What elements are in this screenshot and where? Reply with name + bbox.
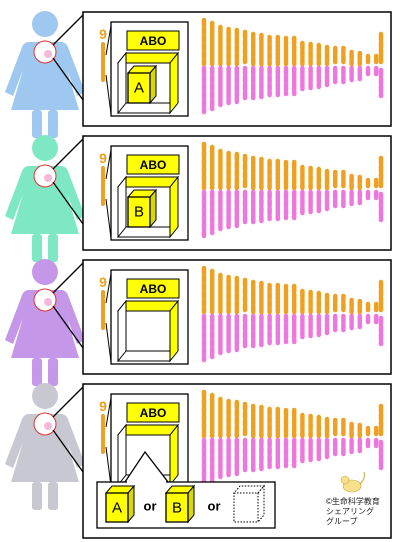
panel-3: 9 ABO: [5, 259, 392, 386]
allele-cube-side: [149, 64, 157, 105]
locus-box-top: [116, 300, 180, 312]
panel-2: 9 ABO B: [5, 135, 392, 262]
zoom-line: [105, 149, 112, 180]
locus-box-front: [117, 310, 171, 362]
chromosome-number-label: 9: [99, 274, 107, 290]
allele-cube-front: [127, 72, 151, 104]
nucleus-icon: [44, 298, 52, 306]
woman-body-icon: [5, 42, 85, 110]
allele-cube-front: [127, 196, 151, 228]
nucleus-icon: [44, 174, 52, 182]
woman-leg-icon: [48, 482, 58, 510]
chromosome-number-label: 9: [99, 26, 107, 42]
woman-leg-icon: [32, 234, 42, 262]
gene-label: ABO: [140, 34, 167, 48]
gene-label: ABO: [140, 406, 167, 420]
option-a-cube-side: [127, 484, 135, 524]
callout-line: [52, 386, 84, 418]
woman-leg-icon: [32, 482, 42, 510]
locus-box-top: [116, 424, 180, 436]
option-a-cube-front: [105, 492, 129, 523]
gene-label-box: [126, 154, 180, 175]
locus-box-inner: [117, 175, 127, 239]
credit-line-1: ©生命科学教育: [326, 497, 380, 506]
callout-line: [52, 262, 84, 294]
zoom-line: [105, 74, 112, 115]
zoom-line: [105, 322, 112, 363]
callout-line: [52, 305, 84, 349]
zoom-line: [105, 446, 112, 487]
option-b-cube-side: [187, 484, 195, 524]
mascot-logo: [340, 471, 365, 493]
callout-line: [52, 429, 84, 473]
or-label-1: or: [144, 499, 157, 514]
locus-box-inner: [117, 51, 127, 115]
gene-label: ABO: [140, 158, 167, 172]
gene-label-box: [126, 278, 180, 299]
gene-label: ABO: [140, 282, 167, 296]
woman-leg-icon: [32, 110, 42, 138]
chromosome-number-label: 9: [99, 150, 107, 166]
locus-box-side: [169, 299, 179, 363]
locus-box-top: [116, 176, 180, 188]
zoom-line: [105, 198, 112, 239]
credit-line-3: グループ: [326, 517, 358, 526]
zoom-line: [105, 397, 112, 428]
woman-body-icon: [5, 166, 85, 234]
callout-line: [52, 14, 84, 46]
zoom-line: [105, 273, 112, 304]
nucleus-icon: [44, 50, 52, 58]
gene-label-box: [126, 402, 180, 423]
option-empty-front: [233, 492, 259, 523]
mascot-head-icon: [340, 475, 350, 485]
allele-cube-side: [149, 188, 157, 229]
locus-box-side: [169, 175, 179, 239]
woman-head-icon: [32, 383, 58, 409]
woman-head-icon: [32, 11, 58, 37]
panel-1: 9 ABO A: [5, 11, 392, 138]
woman-leg-icon: [48, 234, 58, 262]
nucleus-icon: [44, 422, 52, 430]
callout-line: [52, 181, 84, 225]
zoom-line: [105, 25, 112, 56]
chromosome-number-label: 9: [99, 398, 107, 414]
locus-box-inner: [117, 423, 127, 487]
woman-leg-icon: [32, 358, 42, 386]
locus-box-side: [169, 51, 179, 115]
woman-leg-icon: [48, 110, 58, 138]
allele-label: A: [134, 80, 144, 97]
locus-box-side: [169, 423, 179, 487]
mascot-tail-icon: [359, 471, 365, 485]
or-label-2: or: [208, 499, 221, 514]
callout-line: [52, 57, 84, 101]
locus-box-inner: [117, 299, 127, 363]
woman-head-icon: [32, 259, 58, 285]
woman-head-icon: [32, 135, 58, 161]
option-b-cube-front: [165, 492, 189, 523]
locus-box-top: [116, 52, 180, 64]
woman-body-icon: [5, 290, 85, 358]
callout-line: [52, 138, 84, 170]
woman-leg-icon: [48, 358, 58, 386]
gene-label-box: [126, 30, 180, 51]
woman-body-icon: [5, 414, 85, 482]
option-b-cube-label: B: [172, 500, 182, 517]
option-a-cube-label: A: [112, 500, 122, 517]
allele-label: B: [134, 204, 144, 221]
copyright-credit: ©生命科学教育 シェアリング グループ: [326, 497, 400, 527]
credit-line-2: シェアリング: [326, 507, 374, 516]
